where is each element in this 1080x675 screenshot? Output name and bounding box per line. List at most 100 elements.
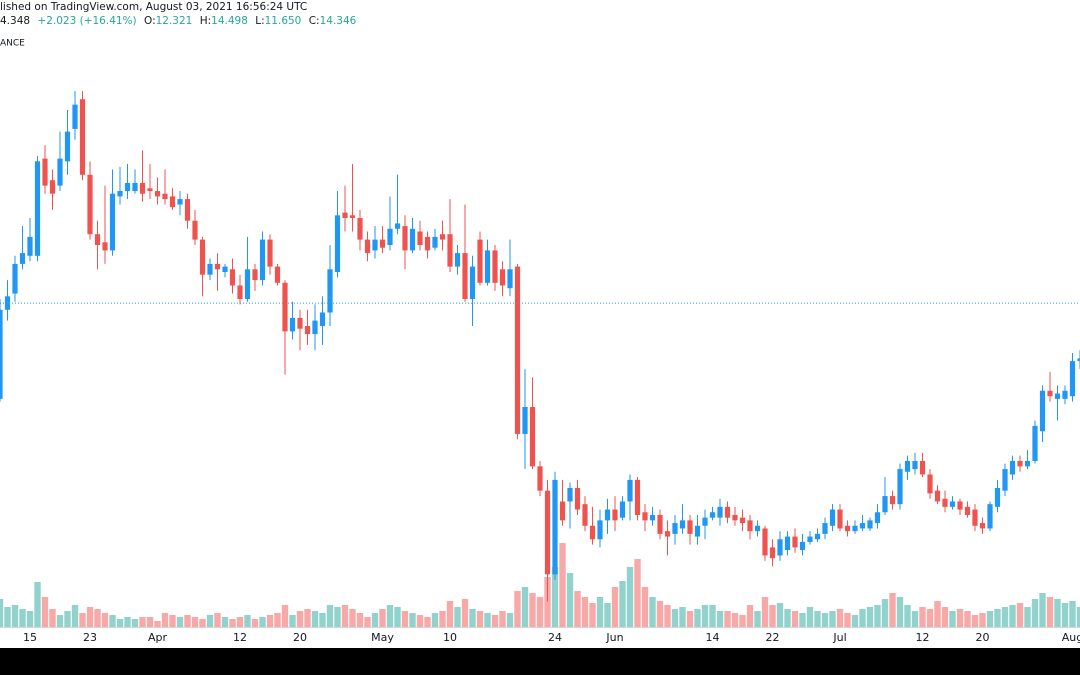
x-tick-label: Jun — [605, 631, 623, 644]
x-tick-label: 22 — [766, 631, 780, 644]
volume-bar — [821, 613, 829, 627]
x-tick-label: May — [371, 631, 394, 644]
volume-bar — [364, 617, 371, 627]
candle-body — [319, 312, 326, 326]
candle-body — [1062, 390, 1068, 399]
volume-bar — [1016, 603, 1024, 627]
volume-bar — [176, 617, 184, 627]
candle-body — [1069, 361, 1076, 397]
volume-bar — [424, 617, 431, 627]
x-tick-label: Apr — [148, 631, 168, 644]
volume-bar — [701, 605, 709, 627]
candle-body — [1017, 460, 1023, 467]
candle-body — [34, 161, 41, 256]
candle-body — [927, 474, 933, 494]
candle-body — [49, 180, 56, 194]
volume-bar — [446, 601, 454, 627]
volume-bar — [799, 613, 806, 627]
volume-bar — [371, 613, 379, 627]
candle-body — [327, 269, 333, 313]
candle-body — [207, 263, 213, 275]
candle-body — [124, 182, 131, 192]
candle-body — [964, 506, 971, 515]
candle-body — [537, 466, 543, 491]
volume-bar — [934, 601, 941, 627]
volume-bar — [236, 617, 244, 627]
change: +2.023 (+16.41%) — [37, 15, 136, 27]
candle-body — [1039, 390, 1046, 432]
volume-bar — [904, 605, 911, 627]
volume-bar — [319, 613, 326, 627]
volume-bar — [986, 611, 994, 627]
candle-body — [694, 525, 701, 537]
candle-body — [184, 199, 191, 221]
candle-body — [949, 501, 956, 507]
close-label: C: — [309, 15, 320, 27]
x-tick-label: 10 — [443, 631, 457, 644]
volume-bar — [34, 582, 41, 627]
high: 14.498 — [211, 15, 248, 27]
candle-body — [634, 479, 641, 515]
candle-body — [1054, 393, 1061, 399]
candle-body — [777, 539, 783, 556]
volume-bar — [1009, 605, 1016, 627]
candle-body — [912, 460, 918, 470]
candle-body — [1024, 460, 1031, 467]
x-tick-label: 20 — [293, 631, 307, 644]
volume-bar — [484, 613, 491, 627]
candle-body — [27, 236, 33, 256]
candle-body — [799, 541, 806, 551]
volume-bar — [109, 615, 116, 627]
candle-body — [102, 242, 108, 251]
volume-bar — [686, 611, 694, 627]
volume-bar — [191, 617, 199, 627]
x-tick-label: 20 — [976, 631, 990, 644]
candle-body — [117, 191, 123, 197]
candle-body — [109, 193, 116, 251]
open: 12.321 — [156, 15, 193, 27]
candle-body — [267, 239, 273, 267]
volume-bar — [124, 617, 131, 627]
x-tick-label: 23 — [83, 631, 97, 644]
volume-bar — [334, 607, 341, 627]
candle-body — [1032, 425, 1038, 461]
candle-body — [244, 269, 251, 299]
candle-body — [567, 487, 573, 502]
volume-bar — [1061, 603, 1069, 627]
volume-bar — [566, 573, 574, 627]
volume-bar — [739, 615, 746, 627]
volume-bar — [184, 615, 191, 627]
volume-bar — [79, 613, 86, 627]
volume-bar — [1046, 597, 1054, 627]
candle-body — [724, 506, 731, 518]
candle-body — [709, 512, 716, 518]
candle-body — [357, 218, 363, 240]
candle-body — [492, 250, 498, 283]
volume-bar — [589, 603, 596, 627]
volume-bar — [671, 609, 679, 627]
candle-body — [447, 234, 453, 267]
candle-body — [972, 509, 978, 526]
candle-body — [252, 269, 258, 281]
candle-body — [334, 215, 341, 272]
volume-bar — [56, 615, 64, 627]
volume-bar — [266, 615, 274, 627]
volume-bar — [199, 619, 206, 627]
candle-body — [274, 266, 281, 283]
candle-body — [469, 266, 476, 299]
candle-body — [387, 228, 393, 246]
volume-bar — [536, 597, 544, 627]
volume-bar — [1076, 607, 1080, 627]
candle-body — [852, 525, 858, 532]
volume-bar — [836, 609, 844, 627]
candle-body — [619, 501, 626, 518]
candle-panel — [0, 91, 1080, 602]
volume-bar — [979, 613, 986, 627]
volume-bar — [431, 613, 439, 627]
candle-body — [747, 520, 753, 532]
volume-bar — [139, 617, 146, 627]
volume-bar — [491, 615, 499, 627]
candle-body — [289, 317, 296, 332]
volume-bar — [784, 609, 791, 627]
volume-bar — [964, 611, 971, 627]
